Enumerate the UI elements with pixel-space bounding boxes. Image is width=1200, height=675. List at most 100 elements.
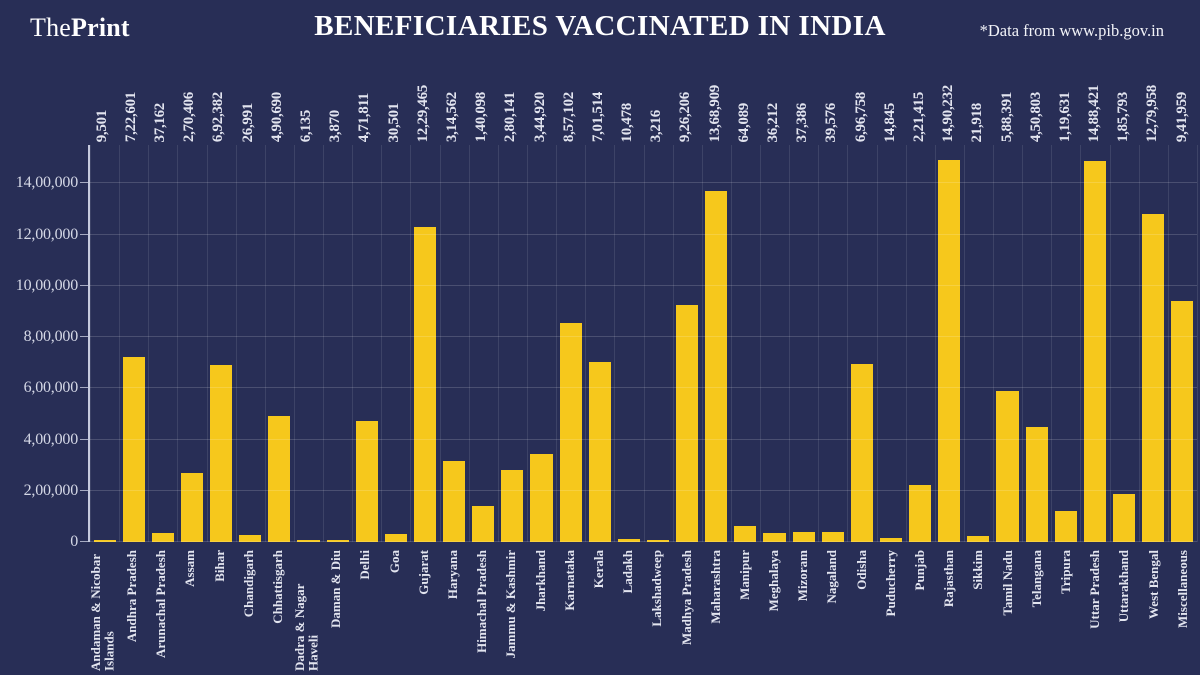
value-label: 3,216	[648, 109, 665, 142]
v-gridline	[760, 145, 762, 542]
bar-column	[818, 145, 847, 542]
value-label-cell: 14,845	[876, 50, 905, 142]
v-gridline	[905, 145, 907, 542]
v-gridline	[323, 145, 325, 542]
v-gridline	[439, 145, 441, 542]
bar	[210, 364, 233, 542]
v-gridline	[468, 145, 470, 542]
x-label-cell: Tamil Nadu	[993, 550, 1022, 673]
plot-area	[80, 145, 1198, 542]
value-label-cell: 10,478	[613, 50, 642, 142]
theprint-logo: ThePrint	[30, 13, 130, 43]
v-gridline	[934, 145, 936, 542]
v-gridline	[876, 145, 878, 542]
v-gridline	[1051, 145, 1053, 542]
x-tick-label: Uttar Pradesh	[1087, 550, 1103, 629]
bar-column	[265, 145, 294, 542]
bar-column	[148, 145, 177, 542]
bar-column	[993, 145, 1022, 542]
x-label-cell: Jammu & Kashmir	[497, 550, 526, 673]
x-label-cell: Himachal Pradesh	[467, 550, 496, 673]
value-label: 21,918	[969, 102, 986, 142]
v-gridline	[789, 145, 791, 542]
bar-column	[207, 145, 236, 542]
x-label-cell: Dadra & Nagar Haveli	[292, 550, 321, 673]
value-label-cell: 6,92,382	[205, 50, 234, 142]
x-tick-label: Manipur	[736, 550, 752, 600]
v-gridline	[264, 145, 266, 542]
value-label: 5,88,391	[998, 91, 1015, 142]
chart-title: BENEFICIARIES VACCINATED IN INDIA	[314, 10, 886, 42]
x-tick-label: Uttarakhand	[1116, 550, 1132, 623]
x-tick-label: Tripura	[1057, 550, 1073, 594]
value-label: 1,19,631	[1056, 91, 1073, 142]
v-gridline	[672, 145, 674, 542]
y-tick-label: 10,00,000	[15, 277, 78, 294]
v-gridline	[1138, 145, 1140, 542]
value-label: 3,44,920	[531, 91, 548, 142]
value-label: 14,90,232	[940, 84, 957, 142]
bar-column	[556, 145, 585, 542]
bar	[268, 416, 291, 542]
bar	[326, 540, 349, 542]
value-label-cell: 30,501	[380, 50, 409, 142]
y-tick	[80, 234, 89, 235]
logo-print: Print	[71, 13, 130, 42]
y-tick	[80, 490, 89, 491]
bar	[996, 391, 1019, 542]
y-tick	[80, 387, 89, 388]
value-label: 1,85,793	[1115, 91, 1132, 142]
bar	[1112, 494, 1135, 542]
x-tick-label: Dadra & Nagar Haveli	[292, 583, 321, 671]
y-tick-label: 2,00,000	[23, 482, 79, 499]
value-label-cell: 14,88,421	[1080, 50, 1109, 142]
x-label-cell: Manipur	[730, 550, 759, 673]
x-label-cell: Arunachal Pradesh	[146, 550, 175, 673]
bar-column	[352, 145, 381, 542]
bar	[850, 363, 873, 542]
y-tick	[80, 336, 89, 337]
y-axis-labels: 0 2,00,000 4,00,000 6,00,000 8,00,000 10,00,0…	[0, 145, 79, 550]
value-label: 4,50,803	[1027, 91, 1044, 142]
value-label-cell: 1,85,793	[1110, 50, 1139, 142]
value-label-cell: 9,26,206	[672, 50, 701, 142]
x-label-cell: Uttarakhand	[1110, 550, 1139, 673]
bar-column	[935, 145, 964, 542]
v-gridline	[177, 145, 179, 542]
x-tick-label: Daman & Diu	[328, 550, 344, 629]
v-gridline	[381, 145, 383, 542]
v-gridline	[119, 145, 121, 542]
value-label-cell: 6,135	[292, 50, 321, 142]
v-gridline	[643, 145, 645, 542]
bar	[443, 461, 466, 542]
bar	[646, 540, 669, 542]
value-label-cell: 7,22,601	[117, 50, 146, 142]
bar-column	[1080, 145, 1109, 542]
x-tick-label: West Bengal	[1145, 550, 1161, 619]
value-label: 64,089	[735, 102, 752, 142]
value-label-cell: 3,14,562	[438, 50, 467, 142]
v-gridline	[235, 145, 237, 542]
x-tick-label: Odisha	[853, 550, 869, 590]
value-label: 14,88,421	[1086, 84, 1103, 142]
value-label: 3,870	[327, 109, 344, 142]
x-tick-label: Miscellaneous	[1174, 550, 1190, 628]
x-label-cell: Punjab	[905, 550, 934, 673]
bar-column	[1109, 145, 1138, 542]
x-label-cell: Odisha	[847, 550, 876, 673]
x-label-cell: Jharkhand	[526, 550, 555, 673]
v-gridline	[1109, 145, 1111, 542]
value-label-cell: 36,212	[759, 50, 788, 142]
value-label: 9,26,206	[677, 91, 694, 142]
bar	[617, 539, 640, 542]
x-tick-label: Delhi	[357, 550, 373, 580]
v-gridline	[206, 145, 208, 542]
bar	[239, 535, 262, 542]
h-gridline	[90, 490, 1197, 491]
x-label-cell: Ladakh	[613, 550, 642, 673]
h-gridline	[90, 234, 1197, 235]
v-gridline	[293, 145, 295, 542]
value-label-cell: 26,991	[234, 50, 263, 142]
bar	[297, 540, 320, 542]
x-tick-label: Karnataka	[561, 550, 577, 611]
